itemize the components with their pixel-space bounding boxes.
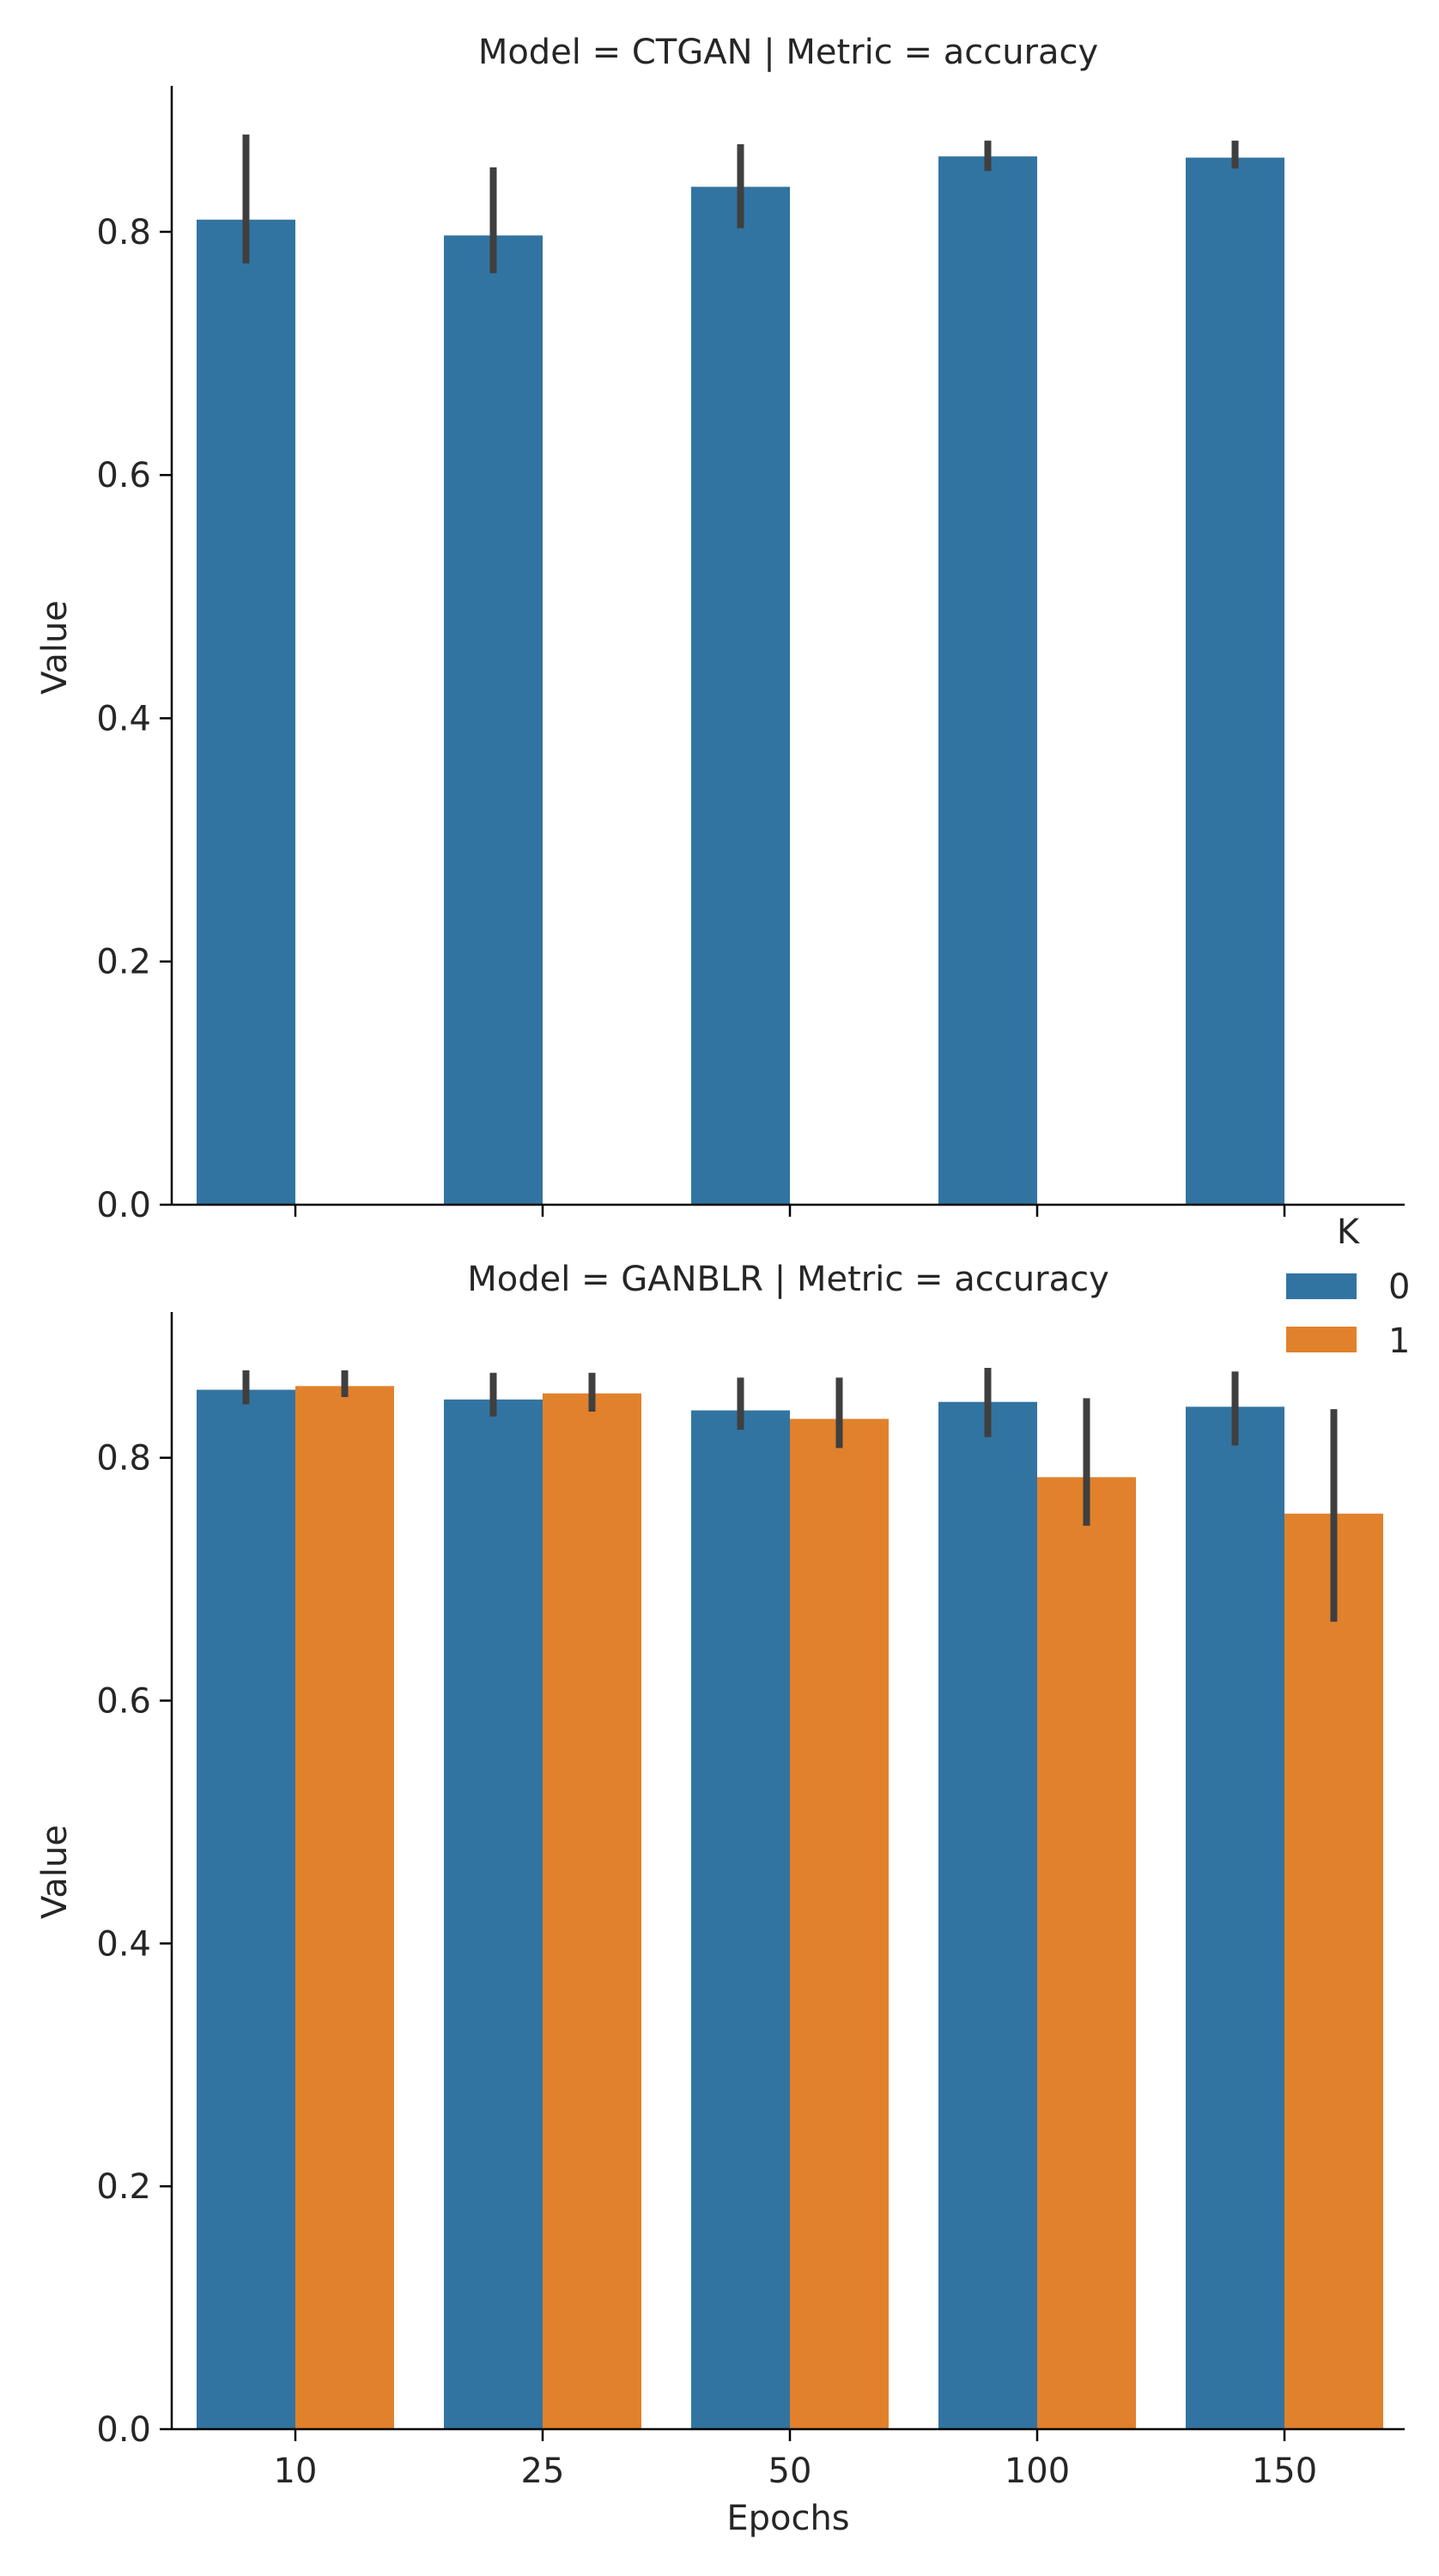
y-ticks: 0.0 0.2 0.4 0.6 0.8 bbox=[96, 1439, 172, 2450]
bar-k1-50 bbox=[790, 1419, 889, 2429]
y-tick-label: 0.6 bbox=[96, 1682, 151, 1722]
y-axis-label: Value bbox=[35, 1825, 75, 1919]
bar-k1-150 bbox=[1284, 1513, 1383, 2429]
legend: K 0 1 bbox=[1286, 1212, 1410, 1361]
y-tick-label: 0.0 bbox=[96, 2410, 151, 2450]
bar-k0-150 bbox=[1186, 1406, 1284, 2429]
bar-k0-100 bbox=[938, 156, 1037, 1206]
x-tick-label: 150 bbox=[1252, 2451, 1317, 2491]
y-axis-label: Value bbox=[35, 600, 75, 695]
panel-title: Model = CTGAN | Metric = accuracy bbox=[478, 33, 1098, 72]
legend-label-0: 0 bbox=[1388, 1267, 1410, 1307]
x-tick-label: 25 bbox=[521, 2451, 565, 2491]
bar-k0-50 bbox=[691, 186, 790, 1206]
bar-k0-25 bbox=[444, 235, 543, 1205]
y-tick-label: 0.4 bbox=[96, 699, 151, 738]
x-axis-label: Epochs bbox=[726, 2499, 849, 2538]
x-ticks: 10 25 50 100 150 bbox=[274, 2429, 1317, 2491]
x-tick-label: 10 bbox=[274, 2451, 318, 2491]
y-tick-label: 0.6 bbox=[96, 456, 151, 495]
y-tick-label: 0.8 bbox=[96, 213, 151, 252]
legend-swatch-1 bbox=[1286, 1327, 1357, 1352]
bar-k1-25 bbox=[543, 1393, 641, 2429]
error-bars bbox=[242, 1368, 1338, 1622]
y-ticks: 0.0 0.2 0.4 0.6 0.8 bbox=[96, 213, 172, 1225]
bar-k0-10 bbox=[197, 219, 295, 1206]
error-bars bbox=[242, 134, 1239, 274]
panel-title: Model = GANBLR | Metric = accuracy bbox=[467, 1260, 1109, 1299]
bar-k0-150 bbox=[1186, 157, 1284, 1205]
bar-k0-25 bbox=[444, 1399, 543, 2429]
bars bbox=[197, 1386, 1383, 2429]
y-tick-label: 0.4 bbox=[96, 1924, 151, 1964]
bar-k0-10 bbox=[197, 1389, 295, 2429]
y-tick-label: 0.2 bbox=[96, 2167, 151, 2207]
x-ticks bbox=[294, 1205, 1286, 1217]
bar-k1-10 bbox=[295, 1386, 394, 2429]
x-tick-label: 50 bbox=[768, 2451, 812, 2491]
legend-label-1: 1 bbox=[1388, 1321, 1410, 1361]
panel-ctgan: Model = CTGAN | Metric = accuracy Value … bbox=[35, 33, 1405, 1225]
bars bbox=[197, 156, 1284, 1206]
legend-swatch-0 bbox=[1286, 1273, 1357, 1299]
bar-k0-100 bbox=[938, 1401, 1037, 2429]
panel-ganblr: Model = GANBLR | Metric = accuracy Value… bbox=[35, 1260, 1405, 2538]
y-tick-label: 0.2 bbox=[96, 943, 151, 982]
y-tick-label: 0.8 bbox=[96, 1439, 151, 1479]
x-tick-label: 100 bbox=[1005, 2451, 1070, 2491]
y-tick-label: 0.0 bbox=[96, 1186, 151, 1225]
legend-title: K bbox=[1337, 1212, 1361, 1252]
bar-k0-50 bbox=[691, 1410, 790, 2429]
bar-k1-100 bbox=[1037, 1477, 1136, 2429]
